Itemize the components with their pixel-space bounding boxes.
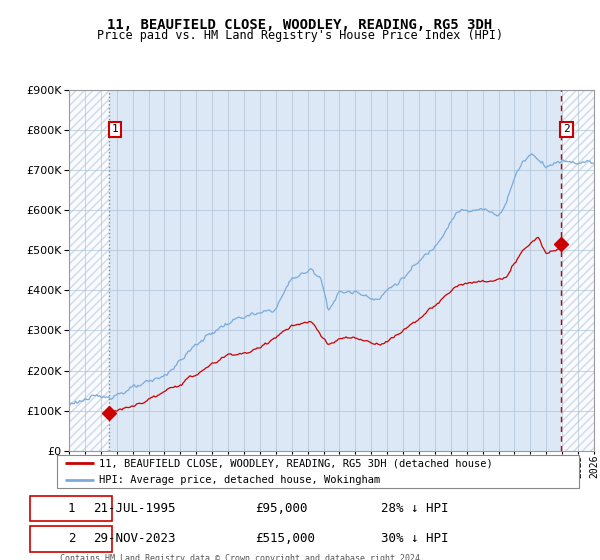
Text: Price paid vs. HM Land Registry's House Price Index (HPI): Price paid vs. HM Land Registry's House … xyxy=(97,29,503,42)
Text: 2: 2 xyxy=(68,533,75,545)
Text: 1: 1 xyxy=(68,502,75,515)
Text: HPI: Average price, detached house, Wokingham: HPI: Average price, detached house, Woki… xyxy=(99,475,380,485)
FancyBboxPatch shape xyxy=(30,496,112,521)
Text: 28% ↓ HPI: 28% ↓ HPI xyxy=(382,502,449,515)
Text: Contains HM Land Registry data © Crown copyright and database right 2024.: Contains HM Land Registry data © Crown c… xyxy=(60,554,425,560)
Text: 29-NOV-2023: 29-NOV-2023 xyxy=(94,533,176,545)
FancyBboxPatch shape xyxy=(56,455,580,488)
Text: 21-JUL-1995: 21-JUL-1995 xyxy=(94,502,176,515)
Text: £95,000: £95,000 xyxy=(254,502,307,515)
Text: 2: 2 xyxy=(563,124,570,134)
Text: 11, BEAUFIELD CLOSE, WOODLEY, READING, RG5 3DH: 11, BEAUFIELD CLOSE, WOODLEY, READING, R… xyxy=(107,18,493,32)
Text: 1: 1 xyxy=(112,124,119,134)
Text: £515,000: £515,000 xyxy=(254,533,314,545)
Text: 11, BEAUFIELD CLOSE, WOODLEY, READING, RG5 3DH (detached house): 11, BEAUFIELD CLOSE, WOODLEY, READING, R… xyxy=(99,459,493,468)
FancyBboxPatch shape xyxy=(30,526,112,552)
Text: 30% ↓ HPI: 30% ↓ HPI xyxy=(382,533,449,545)
